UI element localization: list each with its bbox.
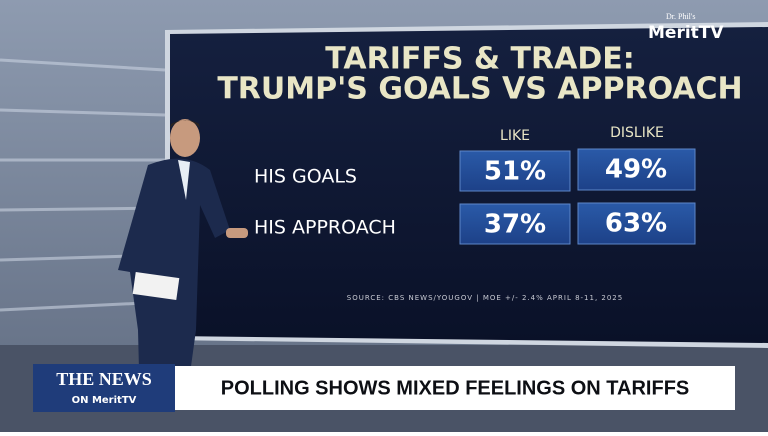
show-name: THE NEWS xyxy=(56,369,152,389)
table-cell xyxy=(577,202,696,245)
network-logo: Dr. Phil's MeritTV xyxy=(648,12,724,43)
headline: POLLING SHOWS MIXED FEELINGS ON TARIFFS xyxy=(221,377,690,399)
table-cell xyxy=(459,203,571,245)
cell-value: 51% xyxy=(484,157,546,187)
cell-value: 49% xyxy=(605,155,667,185)
lower-third: THE NEWS ON MeritTV POLLING SHOWS MIXED … xyxy=(33,364,735,412)
row-label: HIS APPROACH xyxy=(254,217,396,239)
screen-title: TRUMP'S GOALS VS APPROACH xyxy=(217,72,742,107)
table-cell xyxy=(577,148,696,191)
logo-small: Dr. Phil's xyxy=(666,12,695,21)
cell-value: 63% xyxy=(605,209,667,239)
headline-bar xyxy=(175,366,735,410)
table-cell xyxy=(459,150,571,192)
column-header: DISLIKE xyxy=(610,125,664,141)
source-note: SOURCE: CBS NEWS/YOUGOV | MOE +/- 2.4% A… xyxy=(347,294,623,302)
row-label: HIS GOALS xyxy=(254,166,357,188)
logo-brand: MeritTV xyxy=(648,23,724,43)
column-header: LIKE xyxy=(500,128,530,144)
screen-title: TARIFFS & TRADE: xyxy=(325,42,634,77)
show-box xyxy=(33,364,175,412)
show-network: ON MeritTV xyxy=(72,395,137,406)
presenter xyxy=(118,119,248,410)
cell-value: 37% xyxy=(484,210,546,240)
